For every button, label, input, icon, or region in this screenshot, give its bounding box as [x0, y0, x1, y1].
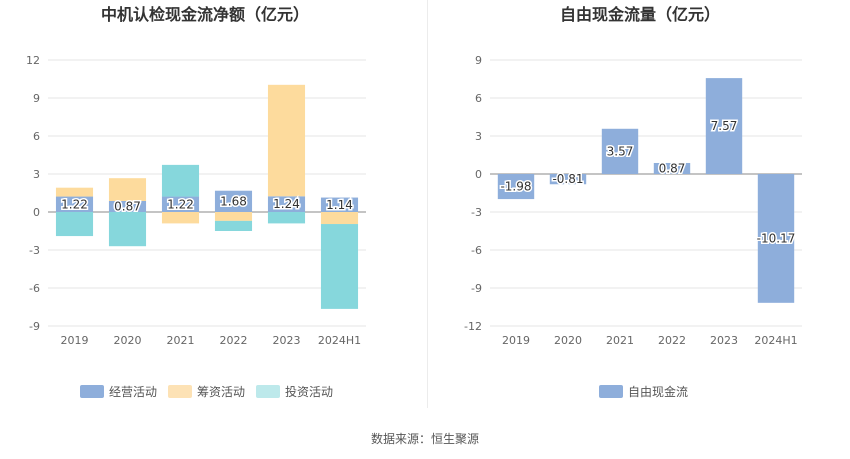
bar-经营活动	[214, 190, 253, 212]
x-tick-label: 2022	[658, 334, 686, 347]
y-tick-label: -3	[471, 206, 482, 219]
legend-label: 投资活动	[285, 384, 333, 399]
x-tick-label: 2022	[220, 334, 248, 347]
bar-自由现金流	[705, 78, 743, 174]
bar-经营活动	[108, 200, 147, 212]
y-tick-label: 6	[33, 130, 40, 143]
y-tick-label: -3	[29, 244, 40, 257]
x-tick-label: 2020	[114, 334, 142, 347]
data-label: -1.98	[500, 180, 531, 194]
cash-flow-charts: 中机认检现金流净额（亿元） 12 9 6 3 0 -3 -6 -9 2019 2020 2021 202…	[26, 5, 802, 399]
x-tick-label: 2023	[710, 334, 738, 347]
chart-title: 自由现金流量（亿元）	[560, 5, 720, 24]
data-source: 数据来源：恒生聚源	[370, 432, 479, 446]
data-label: 0.87	[114, 199, 141, 213]
y-tick-label: 6	[475, 92, 482, 105]
y-tick-label: 9	[33, 92, 40, 105]
y-tick-label: 0	[33, 206, 40, 219]
bar-自由现金流	[549, 174, 587, 185]
x-tick-label: 2020	[554, 334, 582, 347]
bar-经营活动	[267, 196, 306, 212]
x-tick-label: 2019	[502, 334, 530, 347]
x-tick-label: 2019	[61, 334, 89, 347]
bar-投资活动	[55, 212, 94, 237]
data-label: 3.57	[607, 144, 634, 158]
x-tick-label: 2024H1	[754, 334, 797, 347]
legend-swatch	[80, 385, 104, 398]
data-label: -0.81	[552, 172, 583, 186]
bar-自由现金流	[653, 162, 691, 174]
data-label: 1.24	[273, 197, 300, 211]
data-label: 7.57	[711, 119, 738, 133]
bar-筹资活动	[55, 187, 94, 197]
y-tick-label: 3	[475, 130, 482, 143]
bar-投资活动	[214, 220, 253, 231]
y-tick-label: 12	[26, 54, 40, 67]
x-tick-label: 2024H1	[318, 334, 361, 347]
bar-筹资活动	[214, 212, 253, 221]
y-tick-label: -12	[464, 320, 482, 333]
y-tick-label: 3	[33, 168, 40, 181]
legend-label: 经营活动	[109, 385, 157, 399]
data-label: 1.14	[326, 198, 353, 212]
y-tick-label: -9	[29, 320, 40, 333]
x-tick-label: 2021	[606, 334, 634, 347]
legend-swatch	[256, 385, 280, 398]
bar-经营活动	[55, 196, 94, 212]
legend-label: 筹资活动	[197, 385, 245, 399]
chart-title: 中机认检现金流净额（亿元）	[101, 5, 309, 24]
y-tick-label: 0	[475, 168, 482, 181]
bar-筹资活动	[108, 178, 147, 201]
bar-经营活动	[161, 196, 200, 212]
data-label: -10.17	[757, 231, 796, 245]
data-label: 1.22	[61, 197, 88, 211]
bar-投资活动	[267, 212, 306, 224]
bar-筹资活动	[267, 84, 306, 197]
bar-自由现金流	[601, 128, 639, 174]
y-tick-label: 9	[475, 54, 482, 67]
bar-投资活动	[108, 212, 147, 247]
data-label: 1.68	[220, 194, 247, 208]
legend-label: 自由现金流	[628, 384, 688, 399]
legend-swatch	[599, 385, 623, 398]
x-tick-label: 2023	[273, 334, 301, 347]
bar-自由现金流	[497, 174, 535, 200]
y-tick-label: -6	[29, 282, 40, 295]
bar-筹资活动	[161, 212, 200, 224]
bar-经营活动	[320, 197, 359, 212]
bar-投资活动	[320, 224, 359, 309]
bar-投资活动	[161, 164, 200, 197]
legend-swatch	[168, 385, 192, 398]
x-tick-label: 2021	[167, 334, 195, 347]
bar-自由现金流	[757, 174, 795, 303]
bar-筹资活动	[320, 212, 359, 225]
data-label: 0.87	[659, 161, 686, 175]
chart-divider	[427, 0, 428, 408]
data-label: 1.22	[167, 197, 194, 211]
y-tick-label: -6	[471, 244, 482, 257]
y-tick-label: -9	[471, 282, 482, 295]
